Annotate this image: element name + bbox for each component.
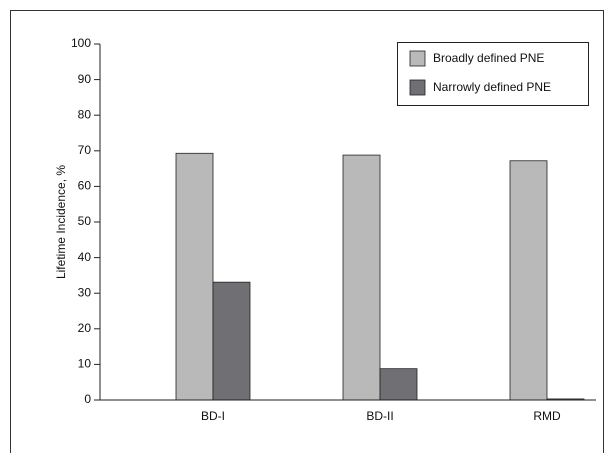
x-tick-label: BD-II [366,409,393,423]
y-tick-label: 40 [78,250,92,264]
y-tick-label: 70 [78,143,92,157]
legend-swatch [409,50,426,67]
y-tick-label: 80 [78,107,92,121]
x-tick-label: BD-I [201,409,225,423]
y-tick-label: 0 [84,392,91,406]
legend-label: Narrowly defined PNE [433,80,551,94]
y-tick-label: 100 [71,36,91,50]
y-tick-label: 90 [78,72,92,86]
bar [509,160,548,401]
y-tick-label: 50 [78,214,92,228]
y-tick-label: 30 [78,285,92,299]
legend-label: Broadly defined PNE [433,51,544,65]
bar [212,281,251,401]
legend-box [397,42,589,106]
y-axis-label: Lifetime Incidence, % [54,165,68,279]
bar [379,368,418,401]
y-tick-label: 20 [78,321,92,335]
legend-swatch [409,79,426,96]
y-tick-label: 60 [78,179,92,193]
x-tick-label: RMD [533,409,561,423]
bar [342,154,381,401]
bar [175,152,214,401]
y-tick-label: 10 [78,357,92,371]
frame [10,10,604,453]
